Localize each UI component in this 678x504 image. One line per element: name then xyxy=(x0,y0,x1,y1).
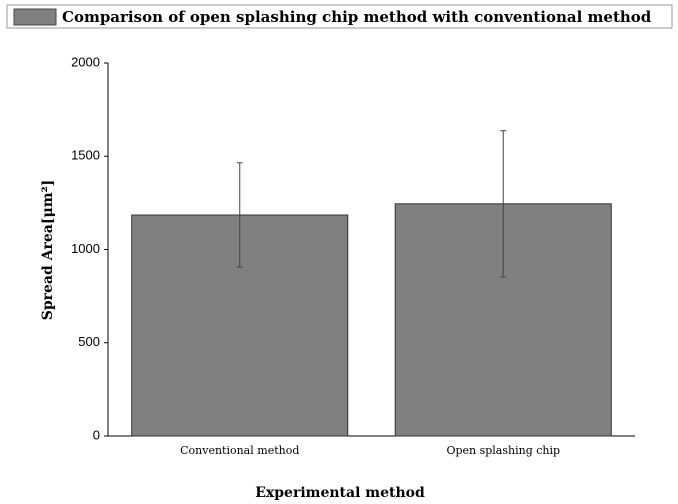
legend-box xyxy=(6,4,673,29)
legend-label: Comparison of open splashing chip method… xyxy=(62,8,652,26)
legend-swatch xyxy=(13,8,57,26)
error-bar xyxy=(500,130,507,278)
y-axis-label: Spread Area[μm²] xyxy=(40,180,56,321)
y-tick-label: 0 xyxy=(93,427,100,442)
y-tick-label: 2000 xyxy=(71,54,100,69)
y-tick-label: 500 xyxy=(78,334,100,349)
x-tick-label: Open splashing chip xyxy=(446,444,560,457)
y-tick-label: 1000 xyxy=(71,241,100,256)
x-tick-label: Conventional method xyxy=(180,444,299,457)
x-axis-label: Experimental method xyxy=(255,485,425,501)
error-bar xyxy=(236,162,243,268)
y-tick-label: 1500 xyxy=(71,148,100,163)
